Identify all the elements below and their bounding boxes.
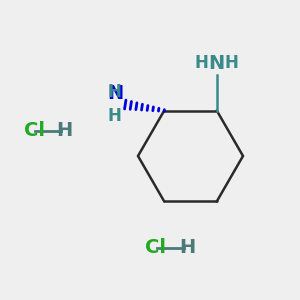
Text: Cl: Cl bbox=[146, 238, 167, 257]
Text: H: H bbox=[195, 53, 209, 71]
Text: N: N bbox=[107, 84, 124, 103]
Text: H: H bbox=[225, 53, 239, 71]
Text: H: H bbox=[108, 83, 122, 101]
Text: Cl: Cl bbox=[24, 121, 45, 140]
Text: H: H bbox=[179, 238, 196, 257]
Text: N: N bbox=[208, 54, 225, 73]
Text: H: H bbox=[56, 121, 73, 140]
Text: H: H bbox=[108, 107, 122, 125]
